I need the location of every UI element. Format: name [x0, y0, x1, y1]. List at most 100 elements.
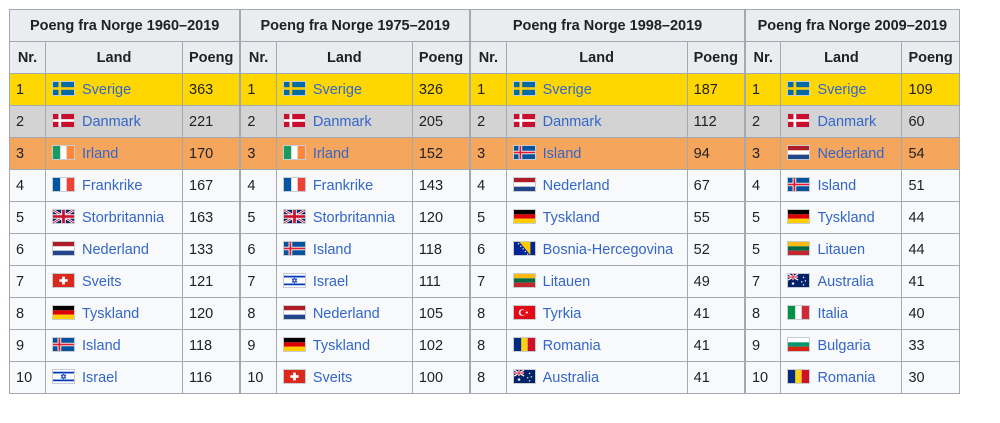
flag-link[interactable]	[52, 337, 82, 354]
country-cell: Tyrkia	[505, 297, 688, 330]
country-link-romania[interactable]: Romania	[542, 338, 601, 354]
flag-link[interactable]	[52, 113, 82, 130]
country-link-island[interactable]: Island	[312, 242, 352, 258]
country-link-storbritannia[interactable]: Storbritannia	[312, 210, 396, 226]
flag-link[interactable]	[512, 305, 543, 322]
flag-link[interactable]	[512, 81, 543, 98]
country-link-italia[interactable]: Italia	[817, 306, 849, 322]
country-link-danmark[interactable]: Danmark	[312, 114, 372, 130]
country-link-sveits[interactable]: Sveits	[312, 370, 353, 386]
flag-link[interactable]	[52, 209, 82, 226]
flag-link[interactable]	[282, 145, 313, 162]
country-link-bulgaria[interactable]: Bulgaria	[817, 338, 871, 354]
country-link-danmark[interactable]: Danmark	[82, 114, 141, 130]
points-cell: 55	[686, 201, 746, 234]
flag-link[interactable]	[512, 113, 543, 130]
country-cell: Bulgaria	[780, 329, 903, 362]
flag-link[interactable]	[787, 177, 817, 194]
country-link-tyskland[interactable]: Tyskland	[542, 210, 600, 226]
country-link-danmark[interactable]: Danmark	[817, 114, 877, 130]
country-link-sverige[interactable]: Sverige	[817, 82, 867, 98]
country-link-island[interactable]: Island	[542, 146, 582, 162]
flag-link[interactable]	[52, 145, 82, 162]
flag-link[interactable]	[282, 273, 313, 290]
flag-link[interactable]	[52, 177, 82, 194]
country-link-island[interactable]: Island	[817, 178, 857, 194]
country-link-israel[interactable]: Israel	[312, 274, 349, 290]
country-link-sverige[interactable]: Sverige	[542, 82, 592, 98]
country-link-tyskland[interactable]: Tyskland	[312, 338, 371, 354]
rank-cell: 4	[239, 169, 277, 202]
flag-link[interactable]	[512, 177, 543, 194]
country-link-tyskland[interactable]: Tyskland	[82, 306, 140, 322]
country-link-tyskland[interactable]: Tyskland	[817, 210, 875, 226]
points-cell: 116	[182, 361, 241, 394]
flag-link[interactable]	[52, 273, 82, 290]
country-link-romania[interactable]: Romania	[817, 370, 876, 386]
flag-link[interactable]	[52, 305, 82, 322]
country-link-tyrkia[interactable]: Tyrkia	[542, 306, 582, 322]
netherlands-flag-icon	[512, 177, 536, 192]
flag-link[interactable]	[787, 337, 817, 354]
flag-link[interactable]	[787, 209, 817, 226]
flag-link[interactable]	[282, 241, 313, 258]
flag-link[interactable]	[787, 145, 817, 162]
flag-link[interactable]	[282, 369, 313, 386]
country-link-australia[interactable]: Australia	[817, 274, 874, 290]
country-link-sverige[interactable]: Sverige	[82, 82, 132, 98]
country-link-australia[interactable]: Australia	[542, 370, 600, 386]
flag-link[interactable]	[787, 241, 817, 258]
rank-cell: 4	[743, 169, 782, 202]
flag-link[interactable]	[787, 273, 817, 290]
flag-link[interactable]	[282, 337, 313, 354]
country-link-nederland[interactable]: Nederland	[542, 178, 610, 194]
flag-link[interactable]	[282, 305, 313, 322]
country-link-nederland[interactable]: Nederland	[82, 242, 149, 258]
flag-link[interactable]	[282, 113, 313, 130]
country-link-nederland[interactable]: Nederland	[817, 146, 885, 162]
flag-link[interactable]	[512, 209, 543, 226]
flag-link[interactable]	[512, 337, 543, 354]
country-cell: Storbritannia	[45, 201, 183, 234]
flag-link[interactable]	[787, 81, 817, 98]
country-link-storbritannia[interactable]: Storbritannia	[82, 210, 165, 226]
country-link-nederland[interactable]: Nederland	[312, 306, 380, 322]
flag-link[interactable]	[512, 241, 543, 258]
rank-cell: 10	[239, 361, 277, 394]
flag-link[interactable]	[787, 369, 817, 386]
flag-link[interactable]	[52, 369, 82, 386]
table-row: 5 Storbritannia 163 5 Storbritannia 120 5 Tyskl…	[9, 201, 960, 234]
rank-cell: 3	[469, 137, 507, 170]
country-cell: Litauen	[780, 233, 903, 266]
rank-cell: 2	[239, 105, 277, 138]
flag-link[interactable]	[282, 209, 313, 226]
column-header-land: Land	[45, 41, 183, 74]
country-link-litauen[interactable]: Litauen	[542, 274, 591, 290]
country-link-island[interactable]: Island	[82, 338, 121, 354]
flag-link[interactable]	[282, 177, 313, 194]
points-cell: 120	[182, 297, 241, 330]
country-link-sveits[interactable]: Sveits	[82, 274, 122, 290]
flag-link[interactable]	[787, 305, 817, 322]
points-cell: 41	[686, 297, 746, 330]
country-link-litauen[interactable]: Litauen	[817, 242, 866, 258]
country-link-israel[interactable]: Israel	[82, 370, 118, 386]
flag-link[interactable]	[512, 369, 543, 386]
country-cell: Island	[275, 233, 413, 266]
country-link-irland[interactable]: Irland	[82, 146, 119, 162]
flag-link[interactable]	[787, 113, 817, 130]
country-link-danmark[interactable]: Danmark	[542, 114, 602, 130]
country-link-bosnia-hercegovina[interactable]: Bosnia-Hercegovina	[542, 242, 674, 258]
country-link-sverige[interactable]: Sverige	[312, 82, 362, 98]
country-link-irland[interactable]: Irland	[312, 146, 350, 162]
flag-link[interactable]	[512, 145, 543, 162]
flag-link[interactable]	[52, 81, 82, 98]
flag-link[interactable]	[512, 273, 543, 290]
flag-link[interactable]	[282, 81, 313, 98]
flag-link[interactable]	[52, 241, 82, 258]
country-cell: Tyskland	[780, 201, 903, 234]
column-header-land: Land	[275, 41, 413, 74]
country-link-frankrike[interactable]: Frankrike	[82, 178, 143, 194]
points-cell: 51	[901, 169, 960, 202]
country-link-frankrike[interactable]: Frankrike	[312, 178, 374, 194]
